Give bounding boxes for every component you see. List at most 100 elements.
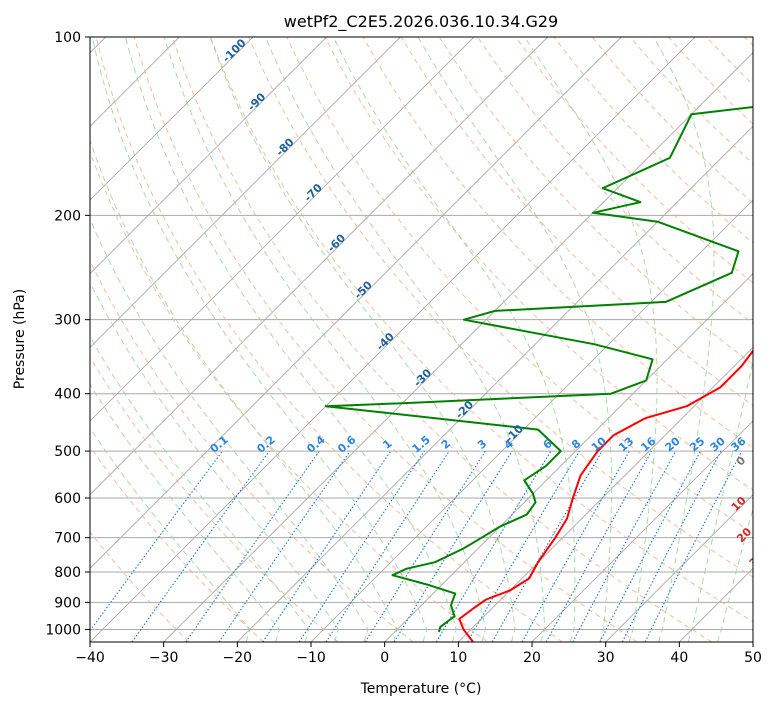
moist-adiabat-line bbox=[417, 37, 612, 642]
mixing-ratio-line bbox=[572, 450, 677, 642]
moist-adiabat-line bbox=[125, 37, 457, 642]
temperature-line bbox=[458, 349, 753, 642]
mixing-ratio-label: 2 bbox=[439, 437, 453, 452]
mixing-ratio-label: 1 bbox=[380, 437, 394, 452]
isotherm-line bbox=[163, 52, 753, 642]
plot-frame bbox=[89, 36, 754, 643]
mixing-ratio-label: 8 bbox=[569, 437, 583, 452]
moist-adiabat-line bbox=[90, 383, 280, 642]
dry-adiabat-line bbox=[90, 356, 339, 642]
isotherm-line bbox=[90, 37, 327, 275]
chart-series bbox=[324, 106, 753, 642]
dry-adiabat-line bbox=[744, 37, 753, 47]
isotherm-line bbox=[679, 567, 753, 642]
isotherm-line bbox=[384, 273, 753, 642]
mixing-ratio-line bbox=[218, 450, 351, 642]
y-tick-label: 1000 bbox=[45, 622, 81, 638]
mixing-ratio-line bbox=[325, 450, 450, 642]
dry-adiabat-line bbox=[515, 37, 753, 284]
dry-adiabat-line bbox=[95, 37, 563, 642]
x-tick-label: −10 bbox=[296, 650, 326, 666]
dry-adiabat-line bbox=[591, 37, 753, 204]
dry-adiabat-label: -50 bbox=[352, 278, 375, 301]
dry-adiabat-label: -80 bbox=[273, 135, 296, 158]
y-tick-label: 400 bbox=[54, 387, 81, 403]
mixing-ratio-label: 0.6 bbox=[335, 433, 359, 456]
mixing-ratio-line bbox=[599, 450, 701, 642]
y-tick-label: 500 bbox=[54, 444, 81, 460]
y-axis-label: Pressure (hPa) bbox=[12, 289, 28, 389]
mixing-ratio-label: 0.4 bbox=[304, 433, 328, 456]
mixing-ratio-line bbox=[131, 450, 270, 642]
moist-adiabat-line bbox=[90, 335, 310, 642]
moist-adiabat-line bbox=[91, 37, 428, 642]
isotherm-line bbox=[605, 494, 753, 642]
dry-adiabat-label: -70 bbox=[302, 181, 325, 204]
dry-adiabat-line bbox=[286, 37, 753, 534]
y-tick-label: 800 bbox=[54, 565, 81, 581]
moist-adiabat-label: 40 bbox=[766, 578, 775, 598]
x-tick-label: 40 bbox=[670, 650, 688, 666]
dry-adiabat-line bbox=[706, 37, 753, 86]
mixing-ratio-line bbox=[90, 450, 223, 632]
isotherm-line bbox=[752, 641, 753, 642]
dry-adiabat-label: -40 bbox=[374, 330, 397, 353]
isotherm-line bbox=[90, 37, 475, 422]
moist-adiabat-line bbox=[717, 506, 753, 642]
y-axis: 100 200 300 400 500 600 700 800 900 1000 bbox=[45, 30, 90, 638]
moist-adiabat-label: 30 bbox=[747, 549, 767, 569]
moist-adiabat-line bbox=[524, 37, 658, 642]
isotherm-line bbox=[90, 37, 548, 496]
mixing-ratio-label: 0.1 bbox=[208, 433, 231, 455]
mixing-ratio-label: 1.5 bbox=[410, 433, 433, 455]
isotherm-line bbox=[531, 420, 753, 642]
mixing-ratio-line bbox=[262, 450, 392, 642]
x-tick-label: 10 bbox=[449, 650, 467, 666]
y-tick-label: 200 bbox=[54, 208, 81, 224]
isotherm-line bbox=[458, 346, 753, 642]
moist-adiabat-line bbox=[687, 358, 753, 642]
chart-line-labels: 0.1 0.2 0.4 0.6 1 1.5 2 3 4 6 8 10 13 16 20 25 30 36-100-… bbox=[208, 37, 775, 598]
dry-adiabat-line bbox=[438, 37, 753, 366]
x-tick-label: −20 bbox=[223, 650, 253, 666]
moist-adiabat-line bbox=[90, 281, 339, 642]
moist-adiabat-line bbox=[90, 217, 369, 642]
dry-adiabat-line bbox=[90, 259, 414, 642]
dry-adiabat-line bbox=[90, 531, 190, 642]
dry-adiabat-line bbox=[248, 37, 753, 578]
mixing-ratio-label: 3 bbox=[475, 437, 489, 452]
isotherm-line bbox=[90, 37, 622, 569]
isotherm-line bbox=[90, 37, 254, 201]
mixing-ratio-line bbox=[435, 450, 552, 642]
dry-adiabat-line bbox=[90, 445, 264, 642]
mixing-ratio-line bbox=[545, 450, 653, 642]
y-tick-label: 600 bbox=[54, 491, 81, 507]
moist-adiabat-line bbox=[163, 37, 487, 642]
dry-adiabat-label: -30 bbox=[411, 366, 434, 389]
y-tick-label: 100 bbox=[54, 30, 81, 46]
y-tick-label: 700 bbox=[54, 531, 81, 547]
isotherm-line bbox=[90, 37, 401, 348]
chart-grid bbox=[90, 37, 753, 642]
mixing-ratio-line bbox=[393, 450, 513, 642]
dry-adiabat-label: -60 bbox=[325, 231, 348, 254]
mixing-ratio-line bbox=[521, 450, 630, 642]
moist-adiabat-label: 10 bbox=[729, 494, 749, 514]
mixing-ratio-line bbox=[364, 450, 486, 642]
mixing-ratio-line bbox=[298, 450, 425, 642]
dry-adiabat-line bbox=[210, 37, 753, 623]
x-tick-label: 0 bbox=[380, 650, 389, 666]
dry-adiabat-line bbox=[400, 37, 753, 407]
moist-adiabat-line bbox=[90, 138, 398, 642]
moist-adiabat-label: 20 bbox=[734, 525, 754, 545]
dry-adiabat-line bbox=[90, 150, 488, 642]
moist-adiabat-label: 0 bbox=[734, 454, 749, 469]
mixing-ratio-line bbox=[621, 450, 722, 642]
moist-adiabat-line bbox=[653, 37, 715, 642]
x-tick-label: 50 bbox=[744, 650, 762, 666]
mixing-ratio-line bbox=[185, 450, 320, 642]
dry-adiabat-label: -90 bbox=[245, 90, 268, 113]
isotherm-line bbox=[90, 37, 696, 642]
moist-adiabat-line bbox=[265, 37, 546, 642]
